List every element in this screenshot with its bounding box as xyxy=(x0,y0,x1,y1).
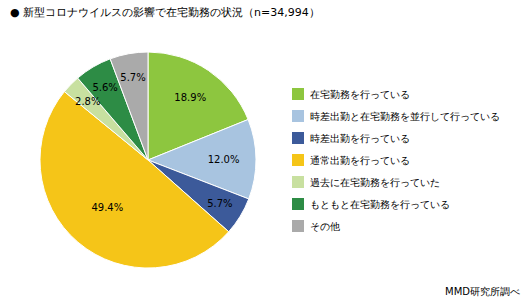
data-label: 49.4% xyxy=(91,202,123,213)
legend-item: 時差出勤を行っている xyxy=(292,132,410,144)
legend-swatch xyxy=(292,88,304,100)
legend-label: 通常出勤を行っている xyxy=(310,155,410,166)
legend-swatch xyxy=(292,220,304,232)
data-label: 5.6% xyxy=(92,82,117,93)
legend-swatch xyxy=(292,198,304,210)
legend-swatch xyxy=(292,110,304,122)
legend-swatch xyxy=(292,154,304,166)
annotation: MMD研究所調べ xyxy=(445,286,520,297)
legend-item: もともと在宅勤務を行っている xyxy=(292,198,450,210)
legend-swatch xyxy=(292,132,304,144)
legend-label: 時差出勤と在宅勤務を並行して行っている xyxy=(310,111,500,122)
legend-swatch xyxy=(292,176,304,188)
legend-label: その他 xyxy=(310,221,340,232)
legend: 在宅勤務を行っている時差出勤と在宅勤務を並行して行っている時差出勤を行っている通… xyxy=(292,88,500,232)
data-label: 2.8% xyxy=(75,96,100,107)
data-label: 5.7% xyxy=(207,198,232,209)
chart: ● 新型コロナウイルスの影響で在宅勤務の状況（n=34,994） MMD研究所調べ… xyxy=(0,0,530,303)
legend-label: 在宅勤務を行っている xyxy=(310,89,410,100)
legend-item: 過去に在宅勤務を行っていた xyxy=(292,176,440,188)
legend-label: 時差出勤を行っている xyxy=(310,133,410,144)
pie xyxy=(40,52,256,268)
data-label: 5.7% xyxy=(120,72,145,83)
data-label: 18.9% xyxy=(174,92,206,103)
legend-item: その他 xyxy=(292,220,340,232)
title: ● 新型コロナウイルスの影響で在宅勤務の状況（n=34,994） xyxy=(10,6,320,19)
slice xyxy=(110,52,148,160)
legend-item: 在宅勤務を行っている xyxy=(292,88,410,100)
legend-label: もともと在宅勤務を行っている xyxy=(310,199,450,210)
legend-item: 通常出勤を行っている xyxy=(292,154,410,166)
data-labels: 18.9%12.0%5.7%49.4%2.8%5.6%5.7% xyxy=(75,72,239,214)
data-label: 12.0% xyxy=(208,154,240,165)
legend-label: 過去に在宅勤務を行っていた xyxy=(310,177,440,188)
legend-item: 時差出勤と在宅勤務を並行して行っている xyxy=(292,110,500,122)
